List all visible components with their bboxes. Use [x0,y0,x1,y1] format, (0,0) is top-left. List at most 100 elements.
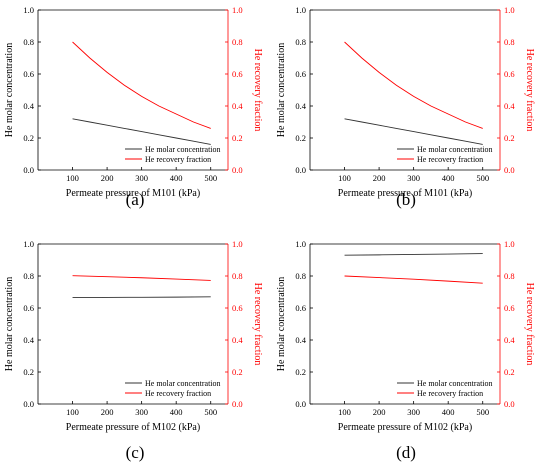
y-tick-label: 1.0 [23,5,34,15]
y-tick-label: 0.0 [23,399,34,409]
y-tick-label: 0.6 [295,303,306,313]
x-tick-label: 200 [373,173,386,183]
chart-panel-d: 100 200 300 400 500 0.0 0.2 0.4 0.6 0.8 1.0 0.0 0.2 0… [276,239,535,462]
y-tick-label: 0.4 [295,101,306,111]
x-axis-title: Permeate pressure of M101 (kPa) [338,188,472,199]
y-tick-label: 0.0 [23,165,34,175]
y-axis-title: He molar concentration [276,43,287,137]
y-tick-label: 0.8 [23,271,34,281]
x-tick-label: 300 [407,407,420,417]
x-tick-label: 200 [373,407,386,417]
series-line-he-molar-concentration [344,253,483,256]
y-right-tick-label: 0.2 [504,367,515,377]
legend-label: He molar concentration [417,379,493,388]
y-tick-label: 0.2 [23,367,34,377]
y-right-tick-label: 0.8 [504,271,515,281]
y-right-tick-label: 0.6 [232,303,243,313]
y-axis-right-title: He recovery fraction [524,49,535,132]
legend-label: He recovery fraction [145,155,211,164]
y-right-tick-label: 0.8 [504,37,515,47]
y-right-tick-label: 0.0 [232,399,243,409]
y-tick-label: 1.0 [23,239,34,249]
legend-label: He recovery fraction [417,155,483,164]
x-tick-label: 400 [442,173,455,183]
y-axis-right-title: He recovery fraction [252,283,263,366]
y-tick-label: 0.8 [23,37,34,47]
panel-label: (b) [396,190,416,209]
x-tick-label: 300 [135,407,148,417]
chart-panel-b: 100 200 300 400 500 0.0 0.2 0.4 0.6 0.8 1.0 0.0 0.2 0… [276,5,535,209]
y-tick-label: 0.8 [295,271,306,281]
x-tick-label: 400 [170,173,183,183]
x-axis-title: Permeate pressure of M102 (kPa) [338,422,472,433]
series-line-he-molar-concentration [72,118,211,145]
x-axis-title: Permeate pressure of M102 (kPa) [66,422,200,433]
x-tick-label: 500 [204,407,217,417]
y-axis-right-title: He recovery fraction [524,283,535,366]
panel-label: (a) [126,190,145,209]
legend-label: He recovery fraction [417,389,483,398]
y-tick-label: 0.4 [23,101,34,111]
x-tick-label: 500 [476,407,489,417]
x-tick-label: 400 [442,407,455,417]
y-right-tick-label: 0.6 [232,69,243,79]
y-axis-right-title: He recovery fraction [252,49,263,132]
series-line-he-recovery-fraction [344,275,483,284]
y-right-tick-label: 1.0 [504,5,515,15]
y-right-tick-label: 0.2 [232,367,243,377]
y-right-tick-label: 0.4 [232,101,243,111]
x-tick-label: 100 [66,407,79,417]
y-right-tick-label: 0.0 [232,165,243,175]
chart-panel-c: 100 200 300 400 500 0.0 0.2 0.4 0.6 0.8 1.0 0.0 0.2 0… [4,239,263,462]
y-tick-label: 0.6 [295,69,306,79]
y-tick-label: 0.0 [295,165,306,175]
y-right-tick-label: 0.6 [504,303,515,313]
x-tick-label: 100 [338,173,351,183]
y-right-tick-label: 1.0 [504,239,515,249]
panel-label: (c) [126,443,145,462]
legend-label: He recovery fraction [145,389,211,398]
series-line-he-recovery-fraction [72,275,211,281]
x-axis-title: Permeate pressure of M101 (kPa) [66,188,200,199]
x-tick-label: 100 [338,407,351,417]
series-line-he-recovery-fraction [344,41,483,129]
x-tick-label: 100 [66,173,79,183]
y-axis-title: He molar concentration [4,43,15,137]
y-axis-title: He molar concentration [276,277,287,371]
y-right-tick-label: 0.2 [232,133,243,143]
x-tick-label: 300 [407,173,420,183]
legend-label: He molar concentration [417,145,493,154]
y-right-tick-label: 0.4 [504,101,515,111]
chart-panel-a: 100 200 300 400 500 0.0 0.2 0.4 0.6 0.8 1.0 0.0 0.2 0… [4,5,263,209]
x-tick-label: 400 [170,407,183,417]
x-tick-label: 200 [101,407,114,417]
y-tick-label: 0.6 [23,303,34,313]
y-right-tick-label: 0.8 [232,271,243,281]
y-right-tick-label: 0.0 [504,165,515,175]
y-tick-label: 1.0 [295,5,306,15]
y-tick-label: 0.4 [295,335,306,345]
series-line-he-molar-concentration [72,296,211,299]
y-right-tick-label: 0.4 [232,335,243,345]
y-right-tick-label: 0.4 [504,335,515,345]
x-tick-label: 500 [204,173,217,183]
x-tick-label: 500 [476,173,489,183]
legend-label: He molar concentration [145,145,221,154]
y-tick-label: 0.6 [23,69,34,79]
y-right-tick-label: 1.0 [232,239,243,249]
y-axis-title: He molar concentration [4,277,15,371]
series-line-he-molar-concentration [344,118,483,145]
y-tick-label: 0.4 [23,335,34,345]
y-right-tick-label: 0.8 [232,37,243,47]
legend-label: He molar concentration [145,379,221,388]
y-tick-label: 1.0 [295,239,306,249]
y-right-tick-label: 1.0 [232,5,243,15]
y-tick-label: 0.2 [295,133,306,143]
y-right-tick-label: 0.0 [504,399,515,409]
series-line-he-recovery-fraction [72,41,211,129]
panel-label: (d) [396,443,416,462]
x-tick-label: 300 [135,173,148,183]
x-tick-label: 200 [101,173,114,183]
